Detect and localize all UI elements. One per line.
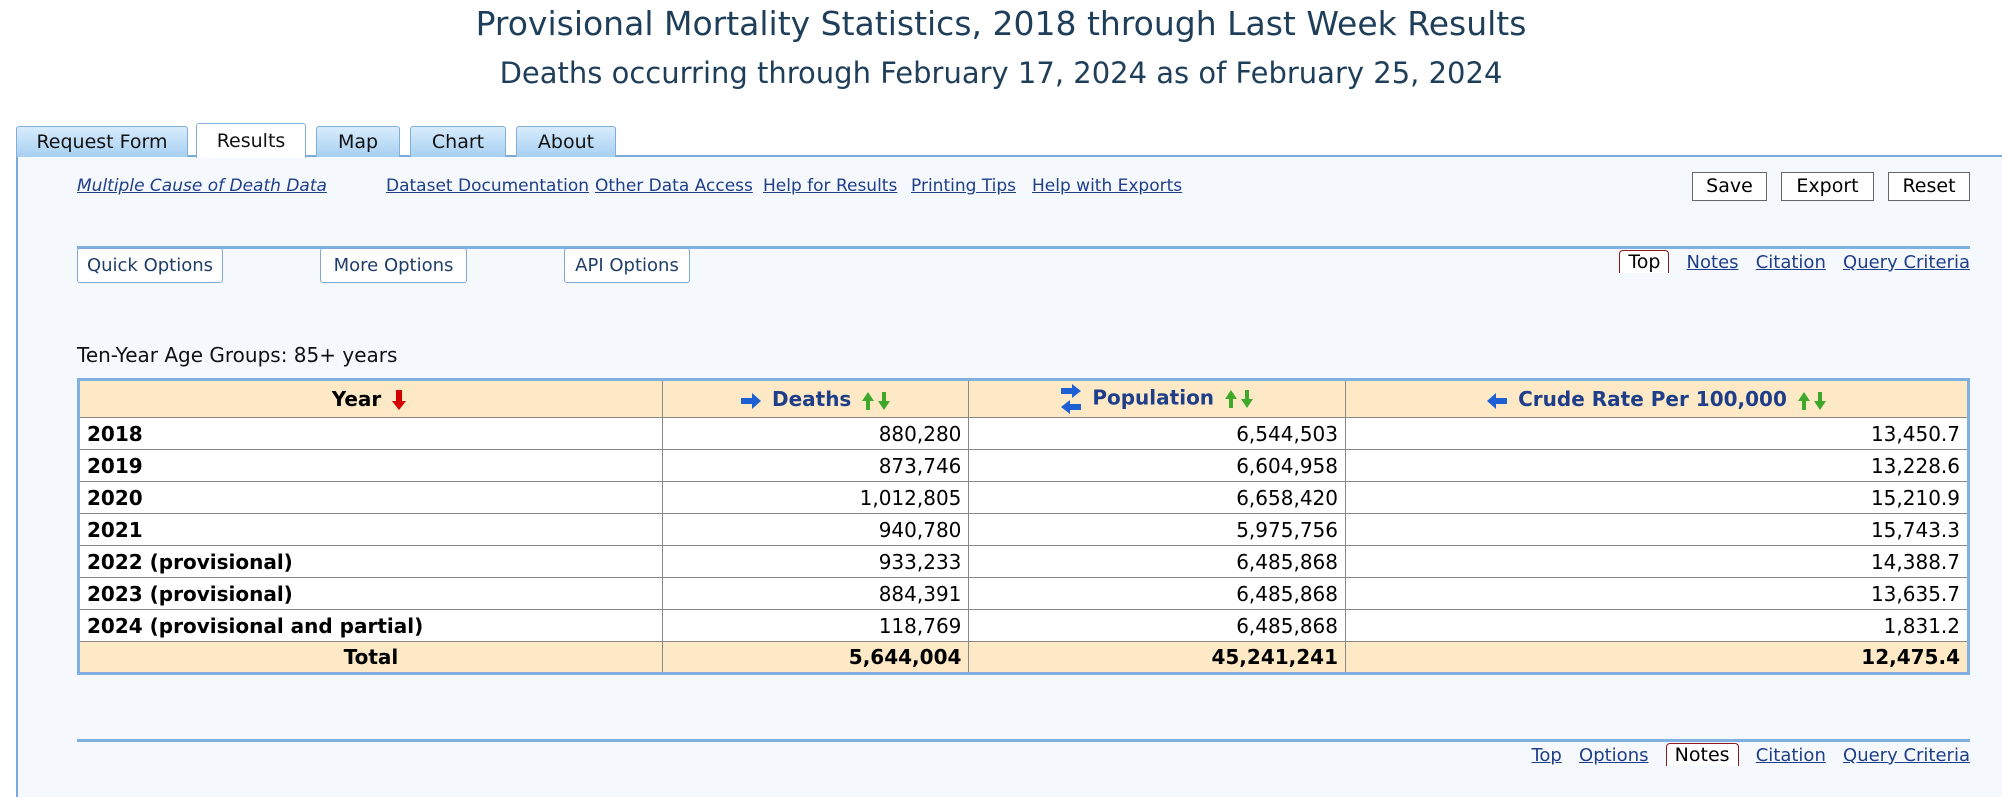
column-header-population-label: Population [1092, 385, 1215, 410]
row-deaths: 873,746 [661, 449, 970, 482]
tab-about[interactable]: About [516, 126, 616, 157]
row-year: 2019 [78, 449, 663, 482]
table-row: 2024 (provisional and partial) 118,769 6… [78, 609, 1969, 642]
row-year: 2020 [78, 481, 663, 514]
row-crude-rate: 13,635.7 [1345, 577, 1969, 610]
row-deaths: 884,391 [661, 577, 970, 610]
dataset-link[interactable]: Multiple Cause of Death Data [77, 176, 327, 196]
row-deaths: 940,780 [661, 513, 970, 546]
table-row: 2018 880,280 6,544,503 13,450.7 [78, 417, 1969, 450]
row-year: 2023 (provisional) [78, 577, 663, 610]
row-deaths: 880,280 [661, 417, 970, 450]
row-year: 2018 [78, 417, 663, 450]
reset-button[interactable]: Reset [1888, 172, 1970, 201]
swap-arrows-icon[interactable] [1061, 384, 1082, 414]
row-crude-rate: 1,831.2 [1345, 609, 1969, 642]
tab-map[interactable]: Map [316, 126, 400, 157]
column-header-deaths[interactable]: Deaths [661, 379, 970, 418]
total-deaths: 5,644,004 [661, 641, 970, 674]
total-row: Total 5,644,004 45,241,241 12,475.4 [78, 641, 1969, 674]
quick-options-button[interactable]: Quick Options [77, 248, 223, 283]
nav-notes-link[interactable]: Notes [1686, 252, 1739, 273]
nav-notes-current: Notes [1665, 743, 1739, 766]
printing-tips-link[interactable]: Printing Tips [911, 176, 1017, 196]
table-row: 2023 (provisional) 884,391 6,485,868 13,… [78, 577, 1969, 610]
row-population: 6,604,958 [968, 449, 1346, 482]
tab-results[interactable]: Results [196, 123, 306, 158]
nav-top-link[interactable]: Top [1531, 745, 1562, 766]
more-options-button[interactable]: More Options [320, 248, 467, 283]
other-data-access-link[interactable]: Other Data Access [595, 176, 753, 196]
group-label: Ten-Year Age Groups: 85+ years [77, 343, 398, 367]
help-exports-link[interactable]: Help with Exports [1032, 176, 1183, 196]
total-population: 45,241,241 [968, 641, 1346, 674]
row-population: 5,975,756 [968, 513, 1346, 546]
nav-top-current: Top [1619, 250, 1670, 273]
page-subtitle: Deaths occurring through February 17, 20… [499, 56, 1503, 90]
column-header-year-label: Year [331, 386, 382, 411]
tab-request-form[interactable]: Request Form [16, 126, 188, 157]
right-arrow-icon[interactable] [741, 392, 761, 409]
table-row: 2019 873,746 6,604,958 13,228.6 [78, 449, 1969, 482]
page-title: Provisional Mortality Statistics, 2018 t… [475, 4, 1527, 43]
save-button[interactable]: Save [1692, 172, 1767, 201]
column-header-crude-rate[interactable]: Crude Rate Per 100,000 [1345, 379, 1969, 418]
row-population: 6,485,868 [968, 609, 1346, 642]
total-crude-rate: 12,475.4 [1345, 641, 1969, 674]
row-deaths: 118,769 [661, 609, 970, 642]
row-year: 2024 (provisional and partial) [78, 609, 663, 642]
row-population: 6,485,868 [968, 577, 1346, 610]
sort-both-icon[interactable] [1225, 389, 1254, 409]
section-nav-bottom: Top Options Notes Citation Query Criteri… [1531, 743, 1970, 766]
help-results-link[interactable]: Help for Results [763, 176, 898, 196]
row-year: 2021 [78, 513, 663, 546]
column-header-crude-rate-label: Crude Rate Per 100,000 [1518, 387, 1787, 411]
sort-desc-icon[interactable] [392, 389, 407, 411]
column-header-year[interactable]: Year [78, 379, 663, 418]
row-population: 6,658,420 [968, 481, 1346, 514]
bottom-divider [77, 739, 1970, 742]
row-crude-rate: 14,388.7 [1345, 545, 1969, 578]
column-header-population[interactable]: Population [968, 379, 1346, 418]
row-crude-rate: 13,228.6 [1345, 449, 1969, 482]
row-crude-rate: 15,210.9 [1345, 481, 1969, 514]
table-row: 2021 940,780 5,975,756 15,743.3 [78, 513, 1969, 546]
export-button[interactable]: Export [1781, 172, 1874, 201]
top-divider [77, 246, 1970, 249]
table-header-row: Year Deaths Population Crude Rate Per 10… [78, 379, 1969, 418]
results-table: Year Deaths Population Crude Rate Per 10… [77, 378, 1970, 675]
nav-citation-link[interactable]: Citation [1755, 745, 1826, 766]
nav-options-link[interactable]: Options [1579, 745, 1649, 766]
left-arrow-icon[interactable] [1487, 392, 1508, 409]
row-population: 6,544,503 [968, 417, 1346, 450]
row-year: 2022 (provisional) [78, 545, 663, 578]
api-options-button[interactable]: API Options [564, 248, 690, 283]
tab-chart[interactable]: Chart [410, 126, 506, 157]
table-row: 2022 (provisional) 933,233 6,485,868 14,… [78, 545, 1969, 578]
nav-query-criteria-link[interactable]: Query Criteria [1843, 745, 1970, 766]
nav-query-criteria-link[interactable]: Query Criteria [1843, 252, 1970, 273]
row-deaths: 933,233 [661, 545, 970, 578]
row-population: 6,485,868 [968, 545, 1346, 578]
dataset-documentation-link[interactable]: Dataset Documentation [386, 176, 590, 196]
row-crude-rate: 13,450.7 [1345, 417, 1969, 450]
nav-citation-link[interactable]: Citation [1755, 252, 1826, 273]
sort-both-icon[interactable] [862, 391, 891, 411]
total-label: Total [78, 641, 663, 674]
sort-both-icon[interactable] [1797, 391, 1826, 411]
column-header-deaths-label: Deaths [771, 387, 852, 411]
row-deaths: 1,012,805 [661, 481, 970, 514]
section-nav-top: Top Notes Citation Query Criteria [1619, 250, 1970, 273]
row-crude-rate: 15,743.3 [1345, 513, 1969, 546]
table-row: 2020 1,012,805 6,658,420 15,210.9 [78, 481, 1969, 514]
